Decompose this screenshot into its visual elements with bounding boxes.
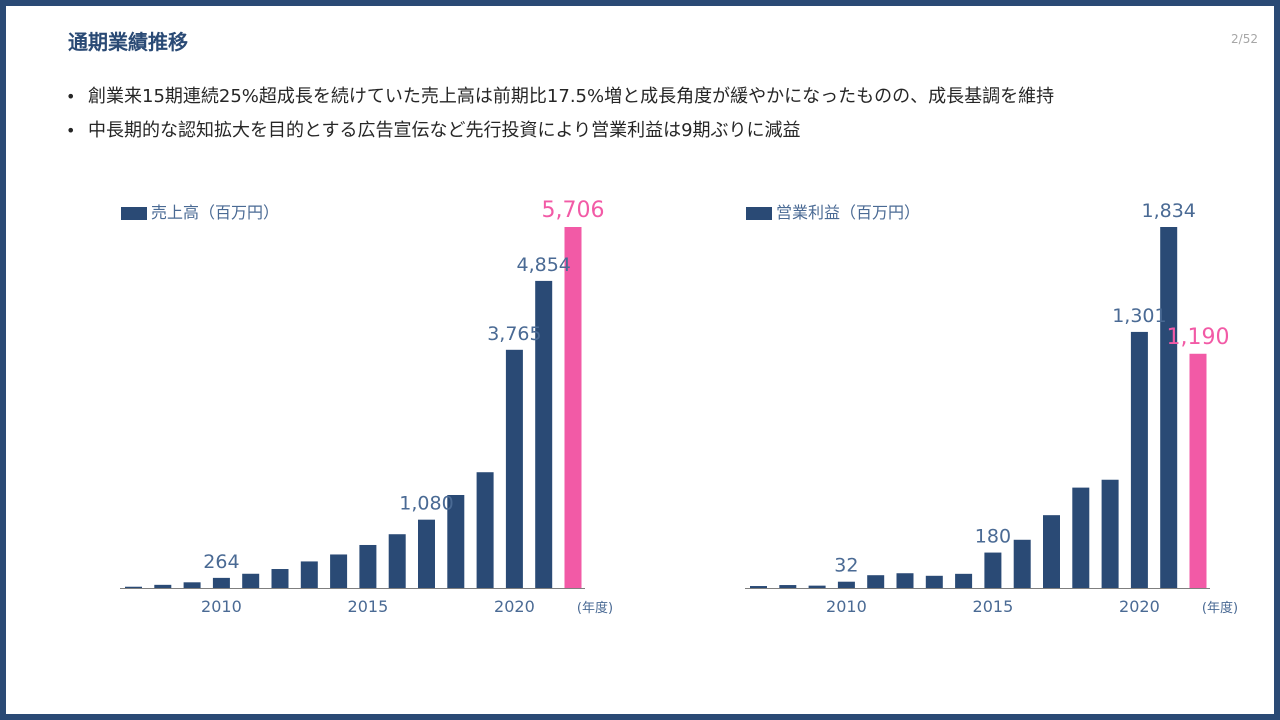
data-label-2021: 4,854 — [516, 254, 570, 276]
bar-2018 — [447, 494, 465, 588]
bar-2013 — [925, 575, 943, 588]
bar-2009 — [183, 582, 201, 588]
x-tick-label: 2015 — [973, 597, 1014, 616]
bar-2011 — [867, 575, 885, 588]
x-tick-label: 2010 — [201, 597, 242, 616]
slide-title: 通期業績推移 — [68, 30, 188, 54]
legend-label: 売上高（百万円） — [151, 203, 279, 222]
data-label-2020: 1,301 — [1112, 305, 1166, 327]
bar-2020 — [1130, 331, 1148, 588]
bar-2012 — [271, 569, 289, 588]
bar-2011 — [242, 573, 260, 588]
operating-profit-chart: 営業利益（百万円） 32 180 1,301 1,834 1,190 2010 2015 202… — [745, 200, 1238, 616]
bar-2017 — [418, 519, 435, 588]
bar-2007 — [750, 586, 767, 588]
bar-2008 — [779, 585, 797, 588]
x-tick-label: 2020 — [494, 597, 535, 616]
bar-2014 — [955, 573, 973, 588]
x-tick-label: 2010 — [826, 597, 867, 616]
data-label-2015: 180 — [975, 526, 1011, 548]
bar-2010 — [837, 581, 855, 588]
bar-2013 — [300, 561, 318, 588]
bar-2019 — [1101, 479, 1119, 588]
bar-2009 — [808, 585, 826, 588]
revenue-chart: 売上高（百万円） 264 1,080 3,765 4,854 5,706 2010 2015 2… — [120, 198, 613, 616]
data-label-2022: 5,706 — [542, 198, 605, 223]
bar-2020 — [505, 349, 523, 588]
legend-swatch — [746, 207, 772, 220]
axis-unit-label: (年度) — [1202, 600, 1238, 616]
bar-2008 — [154, 584, 172, 588]
bar-2016 — [388, 534, 406, 588]
bar-2019 — [476, 472, 494, 588]
bar-2016 — [1013, 539, 1031, 588]
x-tick-label: 2020 — [1119, 597, 1160, 616]
bar-2012 — [896, 573, 914, 588]
data-label-2021: 1,834 — [1141, 200, 1195, 222]
bar-2015 — [359, 544, 377, 588]
bar-2017 — [1043, 515, 1060, 588]
bar-2007 — [125, 586, 142, 588]
data-label-2017: 1,080 — [399, 493, 453, 515]
bar-2015 — [984, 552, 1002, 588]
data-label-2022: 1,190 — [1167, 325, 1230, 350]
data-label-2020: 3,765 — [487, 323, 541, 345]
bullet-item: 創業来15期連続25%超成長を続けていた売上高は前期比17.5%増と成長角度が緩… — [66, 84, 1216, 110]
x-tick-label: 2015 — [348, 597, 389, 616]
bullet-item: 中長期的な認知拡大を目的とする広告宣伝など先行投資により営業利益は9期ぶりに減益 — [66, 118, 1216, 144]
bar-2010 — [212, 577, 230, 588]
legend-label: 営業利益（百万円） — [776, 203, 920, 222]
bar-2014 — [330, 554, 348, 588]
data-label-2010: 32 — [834, 555, 858, 577]
legend-swatch — [121, 207, 147, 220]
bar-2022 — [564, 227, 582, 588]
data-label-2010: 264 — [203, 551, 239, 573]
bar-2021 — [535, 280, 553, 588]
page-number: 2/52 — [1231, 32, 1258, 46]
bar-2021 — [1160, 227, 1178, 588]
axis-unit-label: (年度) — [577, 600, 613, 616]
bullet-list: 創業来15期連続25%超成長を続けていた売上高は前期比17.5%増と成長角度が緩… — [66, 84, 1216, 152]
bar-2018 — [1072, 487, 1090, 588]
bar-2022 — [1189, 353, 1207, 588]
